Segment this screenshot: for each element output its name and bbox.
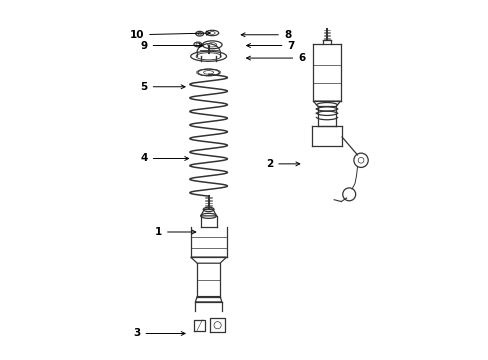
Text: 4: 4 — [140, 153, 188, 163]
Text: 7: 7 — [246, 41, 294, 50]
Text: 3: 3 — [133, 328, 184, 338]
Text: 5: 5 — [140, 82, 184, 92]
Text: 9: 9 — [140, 41, 203, 50]
Text: 6: 6 — [246, 53, 305, 63]
Text: 8: 8 — [241, 30, 290, 40]
Text: 1: 1 — [155, 227, 195, 237]
Text: 2: 2 — [265, 159, 299, 169]
Text: 10: 10 — [129, 30, 210, 40]
